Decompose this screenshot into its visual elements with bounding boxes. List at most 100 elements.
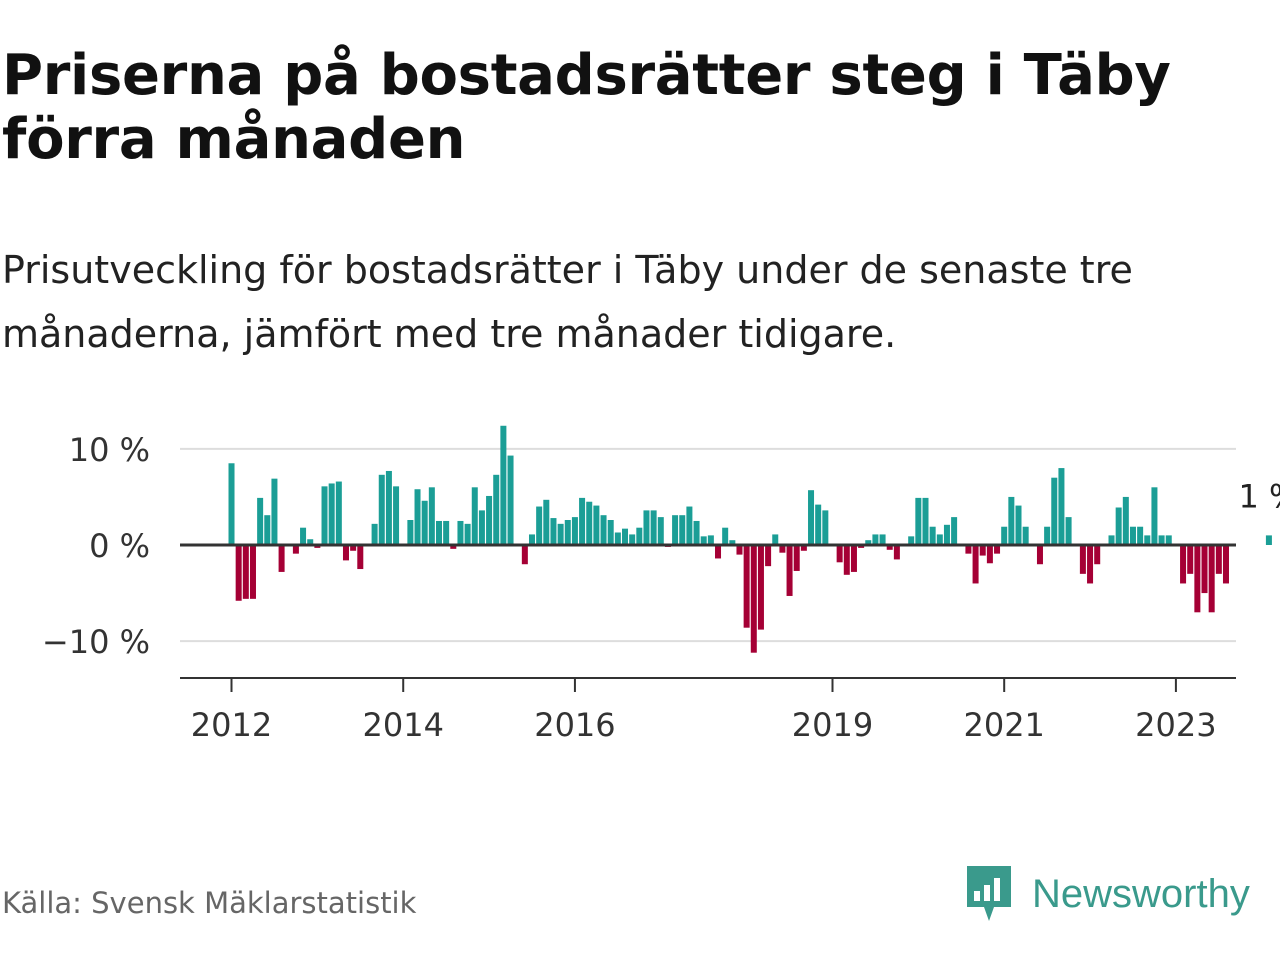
bar	[1194, 545, 1201, 613]
bar	[414, 489, 421, 545]
bar	[1079, 545, 1086, 574]
bar	[908, 536, 915, 545]
bar	[464, 523, 471, 545]
bar	[972, 545, 979, 584]
bar	[307, 539, 314, 545]
bar	[1115, 507, 1122, 545]
bar	[586, 501, 593, 545]
bar	[915, 497, 922, 545]
bars	[228, 425, 1272, 653]
bar	[385, 470, 392, 545]
bar	[593, 505, 600, 545]
bar	[521, 545, 528, 565]
bar	[886, 545, 893, 550]
bar	[421, 500, 428, 545]
bar	[1044, 526, 1051, 545]
bar	[736, 545, 743, 555]
bar-chart: 10 % 0 % −10 % 2012 2014 2016 2019 2021 2023 1 …	[42, 425, 1280, 744]
bar	[507, 455, 514, 545]
bar	[1187, 545, 1194, 574]
bar	[1108, 535, 1115, 545]
bar	[564, 520, 571, 545]
bar	[965, 545, 972, 554]
bar	[450, 545, 457, 549]
bar	[1180, 545, 1187, 584]
bar	[1137, 526, 1144, 545]
bar	[636, 527, 643, 545]
bar	[815, 504, 822, 545]
y-tick-label: −10 %	[42, 623, 150, 661]
bar	[371, 523, 378, 545]
bar	[679, 515, 686, 545]
bar	[793, 545, 800, 571]
annotations: 1 %	[1238, 477, 1280, 515]
bar	[922, 497, 929, 545]
y-tick-label: 0 %	[89, 527, 150, 565]
bar	[278, 545, 285, 572]
bar	[457, 520, 464, 545]
bar	[321, 486, 328, 545]
bar	[836, 545, 843, 563]
bar	[765, 545, 772, 567]
bar	[264, 515, 271, 545]
bar	[607, 520, 614, 545]
bar	[1015, 505, 1022, 545]
bar	[865, 540, 872, 545]
bar	[1001, 526, 1008, 545]
bar	[579, 497, 586, 545]
bar	[1215, 545, 1222, 574]
bar	[443, 520, 450, 545]
bar	[471, 487, 478, 545]
bar	[378, 474, 385, 545]
bar	[1094, 545, 1101, 565]
brand-name: Newsworthy	[1032, 871, 1250, 916]
bar	[622, 528, 629, 545]
bar	[1201, 545, 1208, 594]
bar	[528, 534, 536, 545]
last-value-label: 1 %	[1238, 477, 1280, 515]
bar	[629, 534, 636, 545]
bar	[228, 463, 235, 545]
bar	[1058, 468, 1065, 545]
bar	[729, 540, 736, 545]
x-tick-label: 2014	[363, 706, 444, 744]
bar	[994, 545, 1001, 554]
bar	[1208, 545, 1215, 613]
y-tick-label: 10 %	[69, 431, 150, 469]
bar	[1022, 526, 1029, 545]
bar	[1036, 545, 1043, 565]
bar	[1158, 535, 1165, 545]
y-axis-labels: 10 % 0 % −10 %	[42, 431, 150, 661]
bar	[1008, 496, 1015, 545]
x-tick-label: 2012	[191, 706, 272, 744]
bar	[271, 478, 278, 545]
bar	[1165, 535, 1172, 545]
bar	[1087, 545, 1094, 584]
newsworthy-bar-chart-logo-icon	[967, 866, 1011, 921]
bar	[686, 506, 693, 545]
gridlines	[180, 447, 1236, 643]
bar	[757, 545, 764, 630]
bar	[1051, 477, 1058, 545]
bar	[786, 545, 793, 596]
source-note: Källa: Svensk Mäklarstatistik	[2, 886, 417, 920]
bar	[357, 545, 364, 570]
x-axis: 2012 2014 2016 2019 2021 2023	[180, 677, 1236, 744]
bar	[500, 425, 507, 545]
bar	[600, 515, 607, 545]
bar	[772, 534, 779, 545]
bar	[1265, 535, 1272, 545]
bar	[428, 487, 435, 545]
bar	[1151, 487, 1158, 545]
bar	[822, 510, 829, 545]
bar	[571, 517, 578, 545]
bar	[743, 545, 750, 628]
bar	[643, 510, 650, 545]
bar	[707, 535, 714, 545]
bar	[435, 520, 442, 545]
bar	[328, 483, 335, 545]
bar	[614, 532, 621, 545]
x-tick-label: 2021	[963, 706, 1044, 744]
bar	[486, 495, 493, 545]
chart-subtitle: Prisutveckling för bostadsrätter i Täby …	[2, 248, 1133, 356]
